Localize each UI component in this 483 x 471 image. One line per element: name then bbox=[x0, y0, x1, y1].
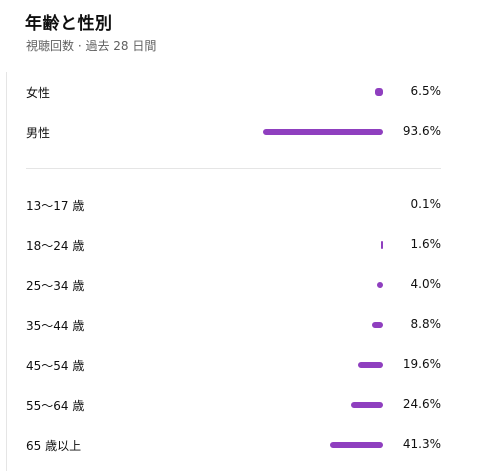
age-percent: 24.6% bbox=[402, 397, 441, 411]
age-bar bbox=[351, 402, 383, 408]
age-label: 45〜54 歳 bbox=[26, 359, 85, 373]
age-label: 25〜34 歳 bbox=[26, 279, 85, 293]
card-subtitle: 視聴回数 · 過去 28 日間 bbox=[26, 39, 157, 53]
age-bar bbox=[371, 322, 383, 328]
age-label: 65 歳以上 bbox=[26, 439, 82, 453]
age-percent: 0.1% bbox=[410, 197, 442, 211]
age-row-35-44: 35〜44 歳 8.8% bbox=[0, 315, 483, 335]
panel-left-border bbox=[6, 72, 7, 471]
age-bar bbox=[381, 241, 383, 249]
gender-row-male: 男性 93.6% bbox=[0, 122, 483, 142]
gender-percent: 93.6% bbox=[402, 124, 441, 138]
age-bar bbox=[377, 282, 383, 288]
age-row-45-54: 45〜54 歳 19.6% bbox=[0, 355, 483, 375]
gender-bar bbox=[375, 88, 383, 96]
age-row-13-17: 13〜17 歳 0.1% bbox=[0, 195, 483, 215]
gender-label: 女性 bbox=[26, 86, 51, 100]
age-bar bbox=[357, 362, 383, 368]
age-percent: 8.8% bbox=[410, 317, 442, 331]
age-row-25-34: 25〜34 歳 4.0% bbox=[0, 275, 483, 295]
gender-percent: 6.5% bbox=[410, 84, 442, 98]
age-percent: 4.0% bbox=[410, 277, 442, 291]
age-label: 35〜44 歳 bbox=[26, 319, 85, 333]
age-row-18-24: 18〜24 歳 1.6% bbox=[0, 235, 483, 255]
age-label: 13〜17 歳 bbox=[26, 199, 85, 213]
age-percent: 41.3% bbox=[402, 437, 441, 451]
gender-row-female: 女性 6.5% bbox=[0, 82, 483, 102]
age-percent: 19.6% bbox=[402, 357, 441, 371]
gender-label: 男性 bbox=[26, 126, 51, 140]
card-title: 年齢と性別 bbox=[25, 14, 113, 34]
age-label: 18〜24 歳 bbox=[26, 239, 85, 253]
age-row-65-plus: 65 歳以上 41.3% bbox=[0, 435, 483, 455]
age-bar bbox=[330, 442, 383, 448]
age-label: 55〜64 歳 bbox=[26, 399, 85, 413]
age-row-55-64: 55〜64 歳 24.6% bbox=[0, 395, 483, 415]
gender-bar bbox=[263, 129, 383, 135]
age-percent: 1.6% bbox=[410, 237, 442, 251]
section-divider bbox=[26, 168, 441, 169]
